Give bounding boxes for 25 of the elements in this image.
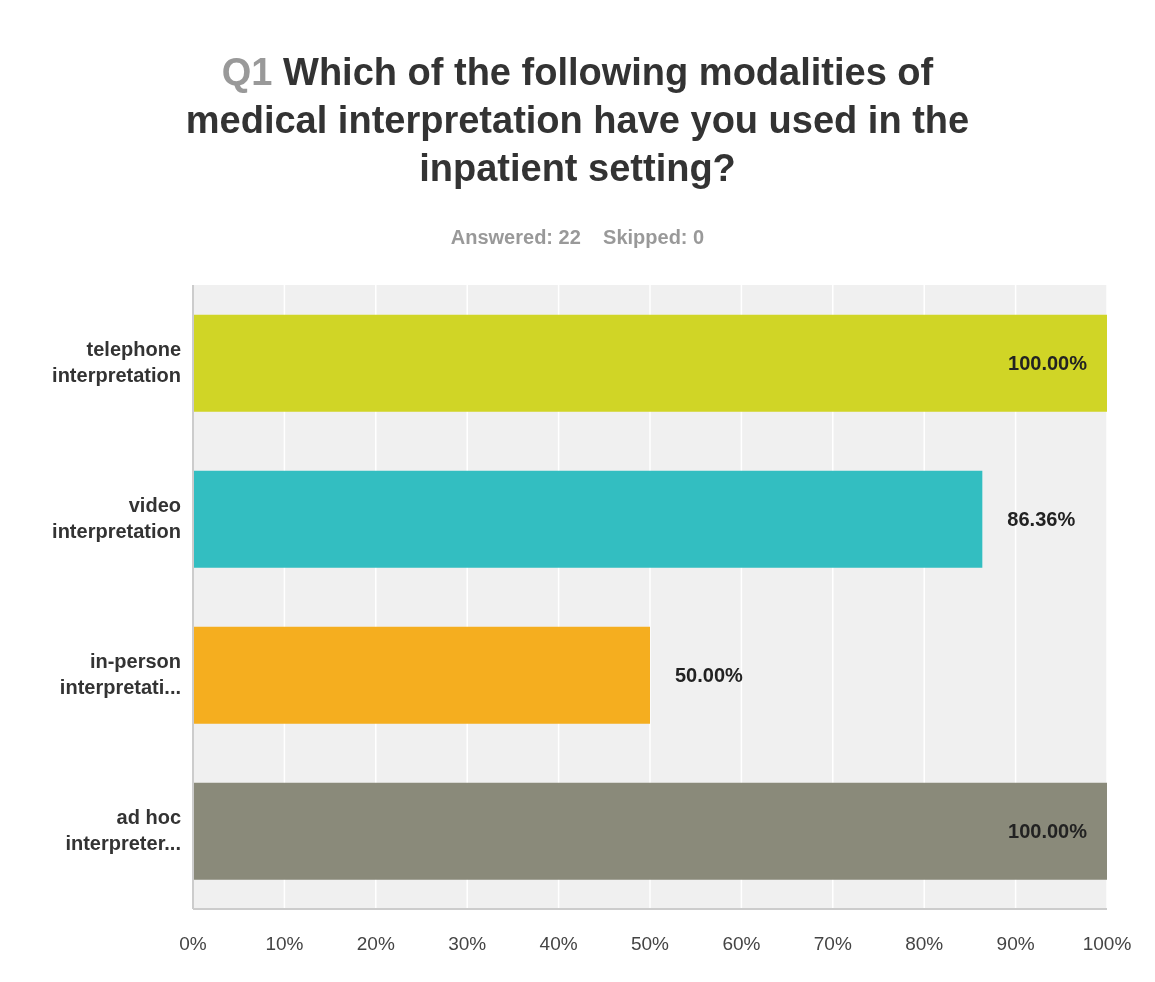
x-tick-label: 30% <box>448 933 487 955</box>
bar <box>193 314 1107 412</box>
y-tick-label: telephone interpretation <box>52 338 181 386</box>
x-tick-label: 60% <box>722 933 761 955</box>
chart-subtitle: Answered: 22 Skipped: 0 <box>449 226 706 249</box>
data-label: 100.00% <box>1008 820 1088 843</box>
x-tick-label: 40% <box>539 933 578 955</box>
data-label: 50.00% <box>675 664 744 687</box>
x-tick-label: 0% <box>179 933 207 955</box>
x-tick-label: 10% <box>265 933 304 955</box>
x-tick-label: 80% <box>905 933 944 955</box>
x-tick-label: 90% <box>996 933 1035 955</box>
x-tick-label: 50% <box>630 933 670 955</box>
y-tick-label: ad hoc interpreter... <box>65 806 181 854</box>
data-label: 100.00% <box>1008 352 1088 375</box>
x-tick-label: 20% <box>356 933 395 955</box>
x-tick-label: 100% <box>1082 933 1132 955</box>
y-tick-label: in-person interpretati... <box>59 650 181 698</box>
chart-title: Q1 Which of the following modalities of medical interpretation have you used in the inpatient setting? <box>184 50 971 191</box>
bar <box>193 782 1107 880</box>
data-label: 86.36% <box>1007 508 1076 531</box>
bar <box>193 470 983 568</box>
x-tick-label: 70% <box>813 933 852 955</box>
y-tick-label: video interpretation <box>52 494 181 542</box>
bar <box>193 626 650 724</box>
